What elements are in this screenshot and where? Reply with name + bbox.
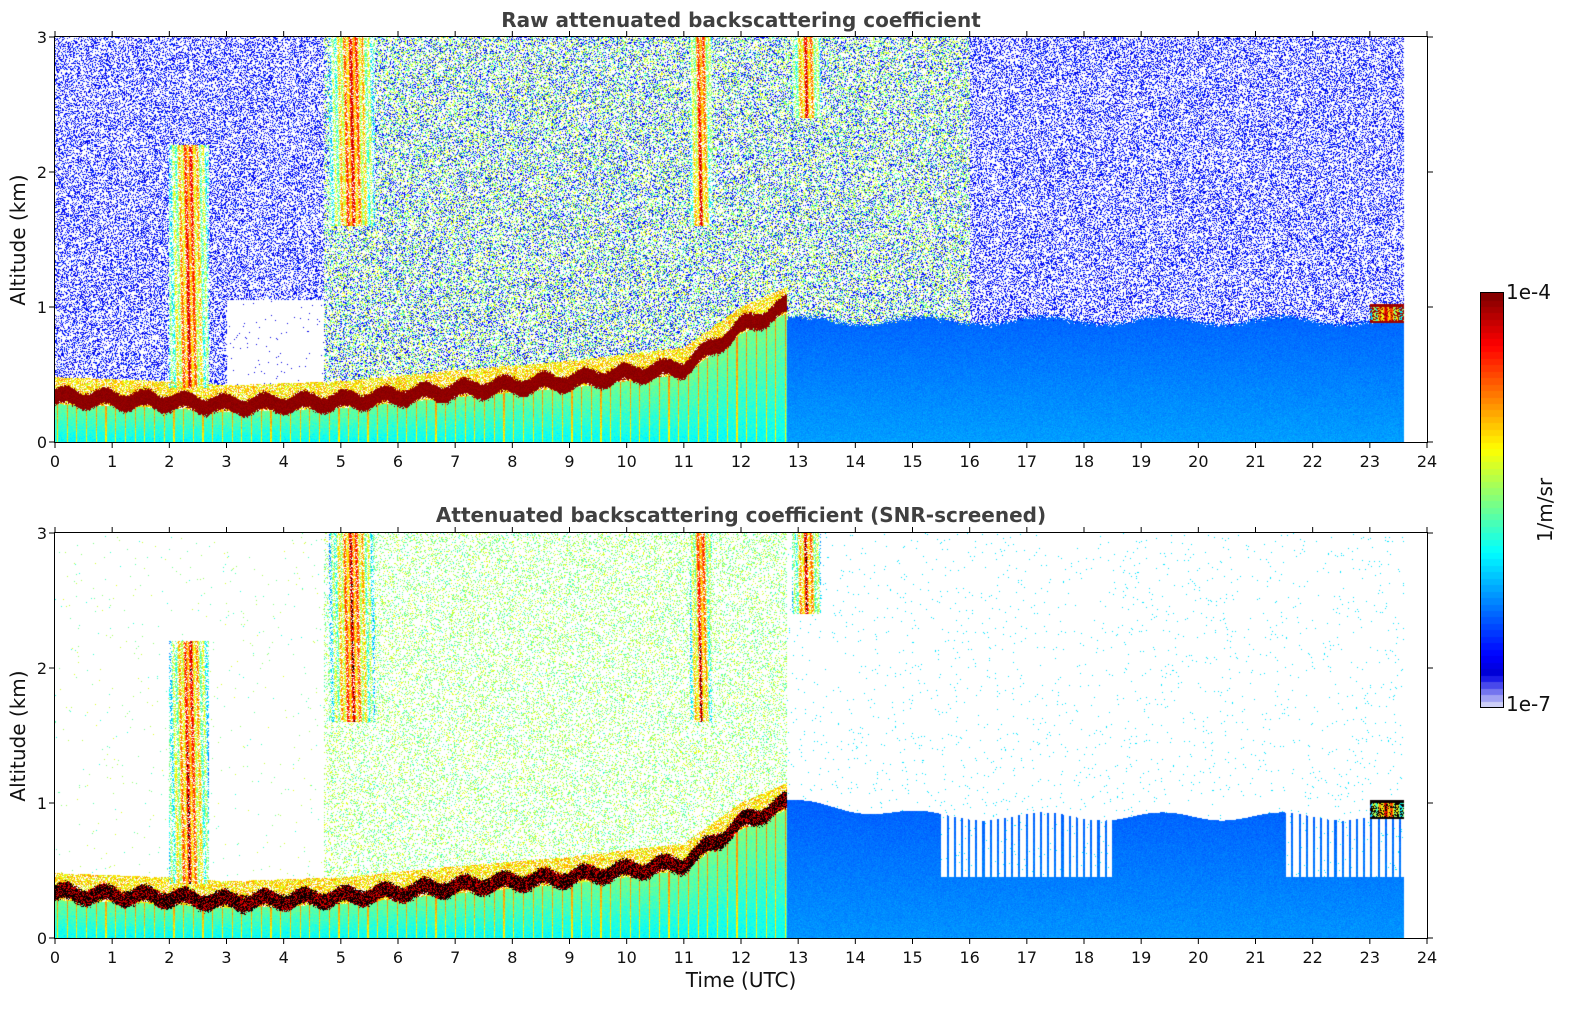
panel1-xtick-label: 6	[393, 452, 403, 471]
panel2-heatmap	[55, 533, 1427, 938]
panel1-xtick-label: 15	[902, 452, 922, 471]
panel1-xtick-label: 18	[1074, 452, 1094, 471]
panel2-xtick-label: 18	[1074, 948, 1094, 967]
panel2-xtick-label: 9	[564, 948, 574, 967]
panel1-xtick-label: 12	[731, 452, 751, 471]
panel2-xtick-label: 16	[959, 948, 979, 967]
panel2-xtick-label: 20	[1188, 948, 1208, 967]
panel2-xtick-label: 8	[507, 948, 517, 967]
panel2-xtick-label: 13	[788, 948, 808, 967]
panel1-xtick-label: 11	[674, 452, 694, 471]
panel2-xtick-label: 1	[107, 948, 117, 967]
panel1-xtick-label: 23	[1360, 452, 1380, 471]
panel1-xtick-label: 21	[1245, 452, 1265, 471]
panel1-xtick-label: 17	[1017, 452, 1037, 471]
panel1-xtick-label: 22	[1302, 452, 1322, 471]
panel1-xtick-label: 2	[164, 452, 174, 471]
panel2-xtick-label: 10	[616, 948, 636, 967]
panel1-xtick-label: 20	[1188, 452, 1208, 471]
panel2-xtick-label: 5	[336, 948, 346, 967]
panel2-xlabel: Time (UTC)	[685, 968, 797, 992]
panel1-title: Raw attenuated backscattering coefficien…	[501, 8, 981, 32]
panel2-xtick-label: 17	[1017, 948, 1037, 967]
panel2-xtick-label: 23	[1360, 948, 1380, 967]
panel2-xtick-label: 14	[845, 948, 865, 967]
panel1-xtick-label: 1	[107, 452, 117, 471]
panel2-xtick-label: 2	[164, 948, 174, 967]
panel1-xtick-label: 5	[336, 452, 346, 471]
panel1-xtick-label: 9	[564, 452, 574, 471]
panel2-xtick-label: 21	[1245, 948, 1265, 967]
panel2-title: Attenuated backscattering coefficient (S…	[435, 503, 1047, 527]
panel2-xtick-label: 24	[1417, 948, 1437, 967]
panel1-ytick-label: 0	[37, 433, 47, 452]
panel2-xtick-label: 3	[221, 948, 231, 967]
panel2-xtick-label: 0	[50, 948, 60, 967]
panel2-xtick-label: 6	[393, 948, 403, 967]
panel1-xtick-label: 8	[507, 452, 517, 471]
panel2-xtick-label: 11	[674, 948, 694, 967]
panel1-xtick-label: 7	[450, 452, 460, 471]
colorbar	[1480, 292, 1504, 708]
panel2-ytick-label: 3	[37, 524, 47, 543]
panel2-xtick-label: 7	[450, 948, 460, 967]
panel1-xtick-label: 0	[50, 452, 60, 471]
panel1-xtick-label: 10	[616, 452, 636, 471]
panel2-ytick-label: 0	[37, 929, 47, 948]
panel2-xtick-label: 4	[279, 948, 289, 967]
panel1-ytick-label: 1	[37, 298, 47, 317]
panel2-ytick-label: 2	[37, 659, 47, 678]
colorbar-min-label: 1e-7	[1506, 692, 1551, 716]
panel1-ytick-label: 3	[37, 28, 47, 47]
panel1-xtick-label: 19	[1131, 452, 1151, 471]
panel1-xtick-label: 14	[845, 452, 865, 471]
panel2-ytick-label: 1	[37, 794, 47, 813]
panel1-heatmap	[55, 37, 1427, 442]
panel2-xtick-label: 19	[1131, 948, 1151, 967]
panel2-xtick-label: 12	[731, 948, 751, 967]
panel1-xtick-label: 4	[279, 452, 289, 471]
panel2-xtick-label: 15	[902, 948, 922, 967]
panel1-xtick-label: 16	[959, 452, 979, 471]
panel1-xtick-label: 24	[1417, 452, 1437, 471]
panel1-xtick-label: 13	[788, 452, 808, 471]
panel1-ytick-label: 2	[37, 163, 47, 182]
panel2-xtick-label: 22	[1302, 948, 1322, 967]
colorbar-max-label: 1e-4	[1506, 280, 1551, 304]
panel1-xtick-label: 3	[221, 452, 231, 471]
